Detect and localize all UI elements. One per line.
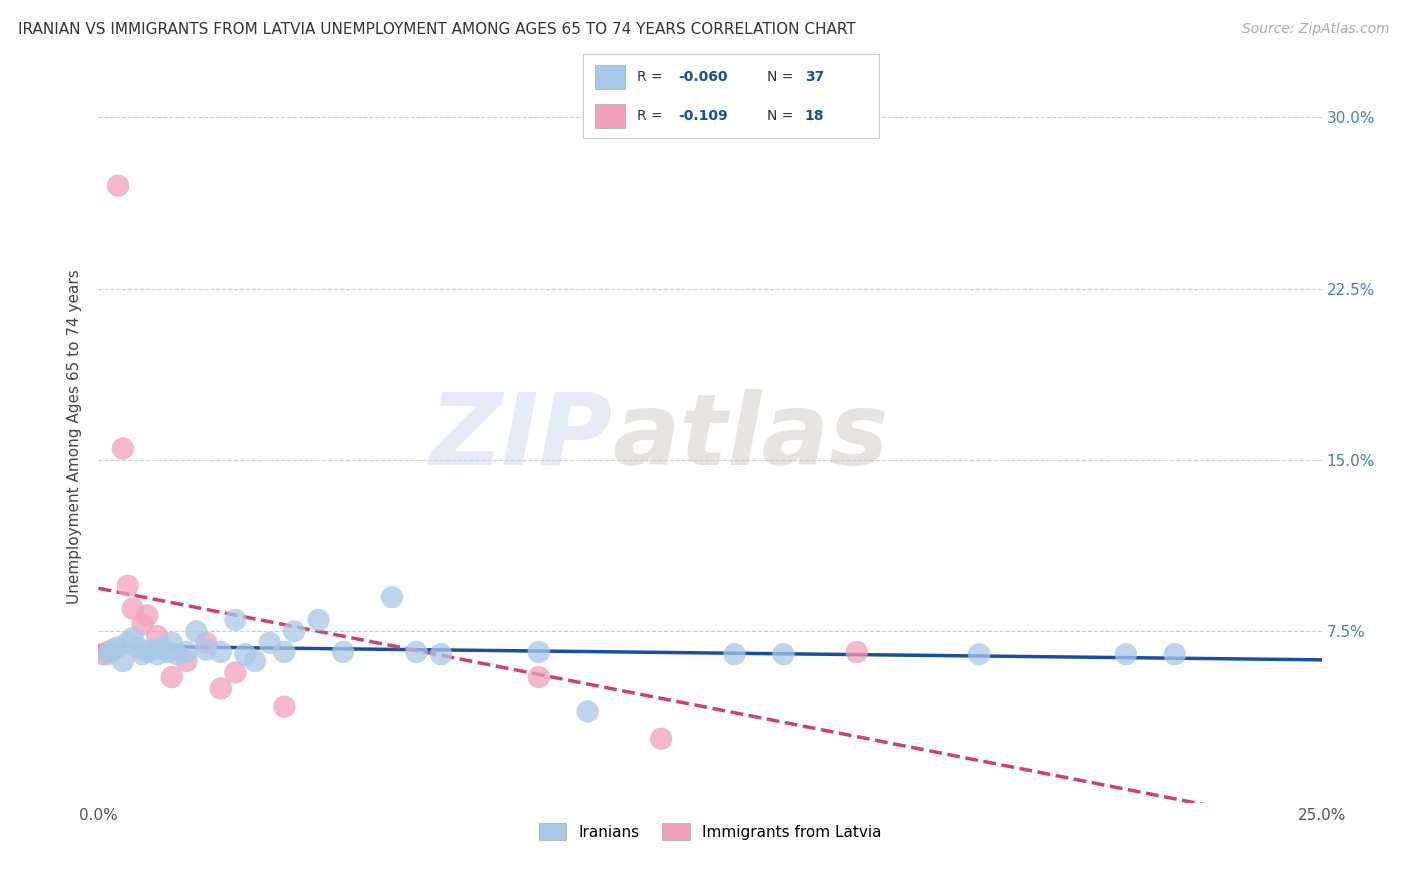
Point (121, 601, 143, 615)
Point (156, 645, 179, 659)
Point (430, 647, 453, 661)
Point (97, 647, 120, 661)
Point (845, 645, 868, 659)
Point (381, 590, 404, 604)
Point (111, 654, 134, 668)
Point (1115, 647, 1137, 661)
Point (209, 681, 232, 696)
Point (121, 632, 143, 646)
Point (176, 645, 198, 659)
Point (772, 647, 794, 661)
Text: -0.060: -0.060 (678, 70, 727, 84)
Text: IRANIAN VS IMMIGRANTS FROM LATVIA UNEMPLOYMENT AMONG AGES 65 TO 74 YEARS CORRELA: IRANIAN VS IMMIGRANTS FROM LATVIA UNEMPL… (18, 22, 856, 37)
Point (1164, 647, 1187, 661)
Point (176, 654, 198, 668)
Point (527, 670, 550, 684)
Point (195, 636, 218, 650)
Point (224, 613, 246, 627)
Text: Source: ZipAtlas.com: Source: ZipAtlas.com (1241, 22, 1389, 37)
Y-axis label: Unemployment Among Ages 65 to 74 years: Unemployment Among Ages 65 to 74 years (67, 269, 83, 605)
Point (273, 699, 295, 714)
Point (107, 178, 129, 193)
Point (127, 640, 149, 655)
Point (259, 636, 281, 650)
Point (332, 645, 354, 659)
Point (650, 731, 672, 746)
Point (150, 640, 173, 655)
Point (166, 647, 188, 661)
Point (160, 670, 183, 684)
Legend: Iranians, Immigrants from Latvia: Iranians, Immigrants from Latvia (533, 816, 887, 847)
Bar (595, 104, 624, 128)
Point (136, 645, 159, 659)
Point (527, 645, 550, 659)
Point (160, 636, 183, 650)
Point (101, 642, 124, 657)
Text: ZIP: ZIP (429, 389, 612, 485)
Text: 37: 37 (804, 70, 824, 84)
Point (273, 645, 295, 659)
Point (283, 624, 305, 639)
Point (576, 705, 599, 719)
Point (233, 647, 256, 661)
Point (131, 647, 153, 661)
Point (195, 642, 218, 657)
Text: atlas: atlas (612, 389, 889, 485)
Text: N =: N = (766, 70, 797, 84)
Text: 18: 18 (804, 109, 824, 123)
Point (111, 442, 134, 456)
Point (146, 647, 169, 661)
Point (209, 645, 232, 659)
Point (97, 645, 120, 659)
Point (186, 624, 208, 639)
Point (308, 613, 330, 627)
Point (136, 608, 159, 623)
Text: N =: N = (766, 109, 797, 123)
Text: R =: R = (637, 70, 666, 84)
Point (107, 640, 129, 655)
Point (243, 654, 266, 668)
Bar (595, 65, 624, 89)
Point (405, 645, 427, 659)
Text: R =: R = (637, 109, 666, 123)
Point (131, 617, 153, 632)
Point (117, 636, 139, 650)
Point (91, 647, 114, 661)
Text: -0.109: -0.109 (678, 109, 727, 123)
Point (723, 647, 745, 661)
Point (141, 642, 163, 657)
Point (224, 665, 246, 680)
Point (146, 629, 169, 643)
Point (117, 579, 139, 593)
Point (967, 647, 990, 661)
